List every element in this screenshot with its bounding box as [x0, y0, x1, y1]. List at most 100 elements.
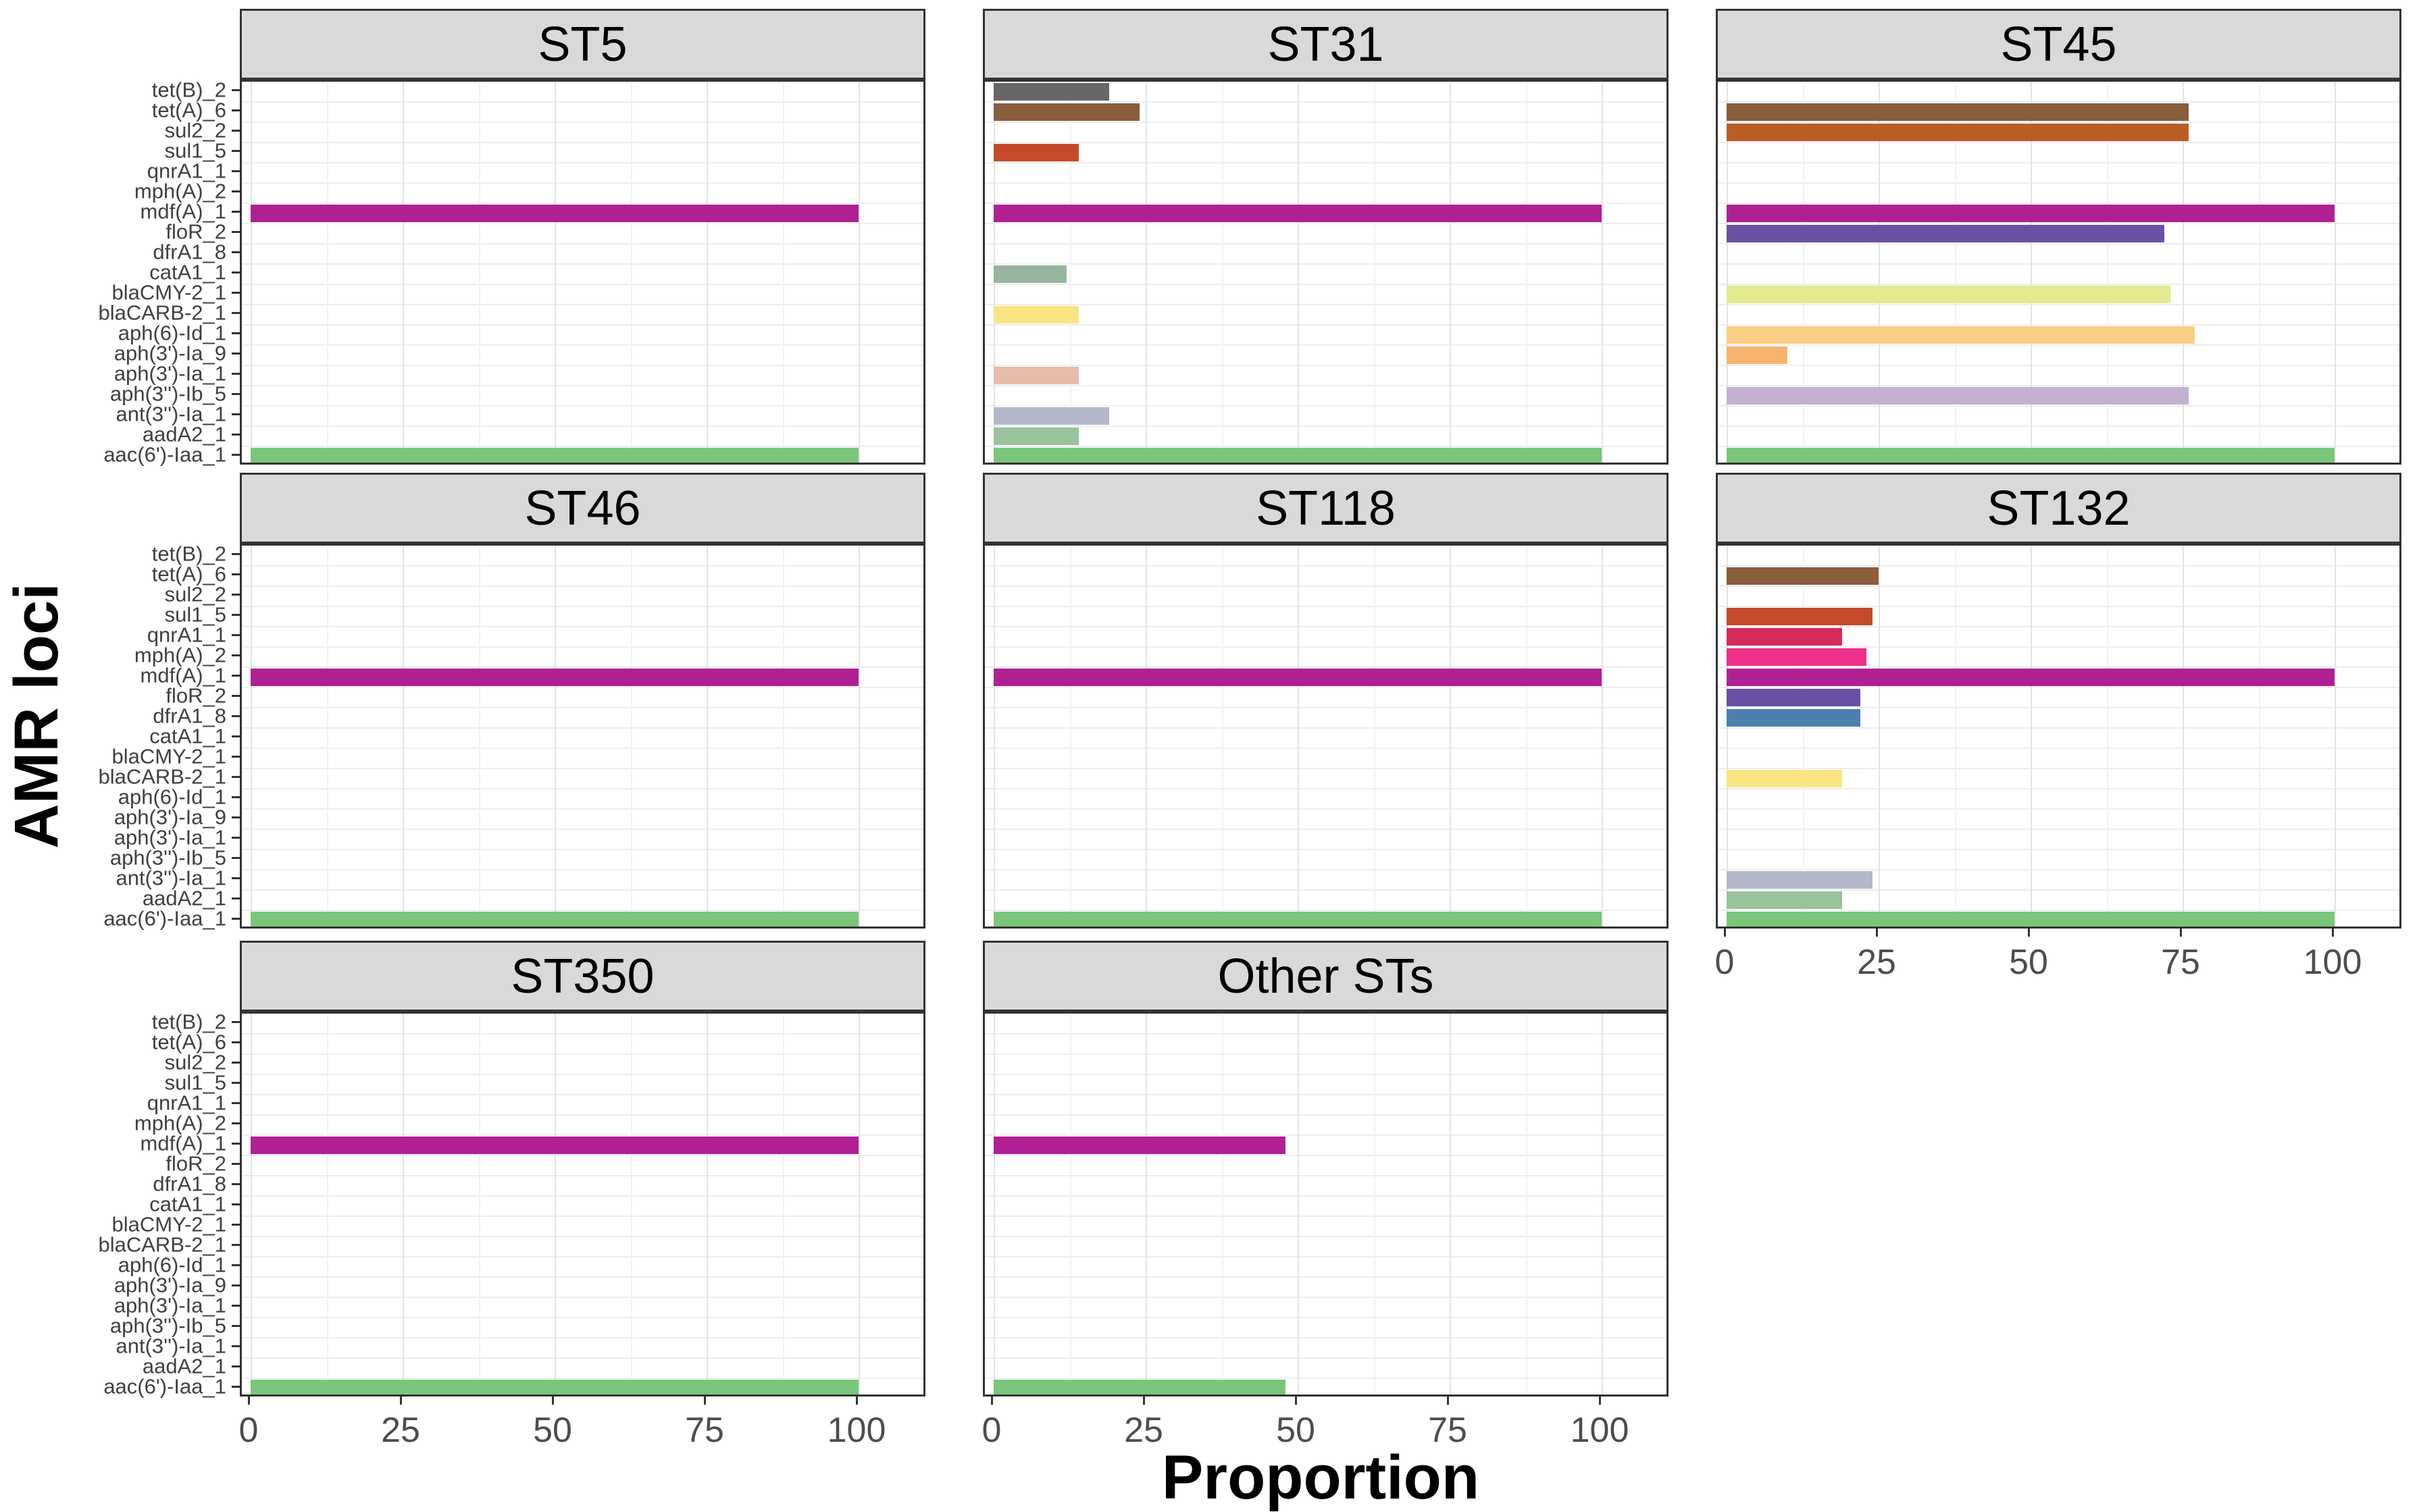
y-axis-tick: [232, 1163, 240, 1165]
gridline-horizontal: [242, 1175, 923, 1176]
y-axis-tick: [232, 614, 240, 616]
gridline-horizontal: [985, 101, 1666, 103]
facet-strip-title: ST45: [1716, 9, 2401, 80]
y-tick-label: tet(A)_6: [151, 1030, 226, 1054]
y-axis-tick: [232, 1264, 240, 1266]
gridline-horizontal: [1718, 425, 2399, 427]
y-tick-label: aph(3')-Ia_9: [113, 805, 226, 829]
gridline-horizontal: [242, 223, 923, 224]
gridline-horizontal: [242, 1195, 923, 1197]
gridline-major: [2031, 546, 2032, 927]
facet-ST350: ST350: [240, 941, 925, 1397]
x-tick-label: 75: [1428, 1411, 1467, 1450]
gridline-major: [859, 1014, 860, 1394]
x-axis-tick: [991, 1397, 993, 1405]
x-tick-label: 50: [2009, 943, 2048, 982]
gridline-major: [555, 1014, 556, 1394]
y-tick-label: sul2_2: [164, 118, 226, 142]
gridline-horizontal: [242, 646, 923, 648]
bar-mdf(A)_1: [1727, 669, 2335, 686]
y-tick-label: sul2_2: [164, 582, 226, 606]
gridline-horizontal: [985, 768, 1666, 769]
gridline-horizontal: [242, 727, 923, 729]
bar-aac(6')-Iaa_1: [251, 912, 859, 927]
gridline-horizontal: [985, 687, 1666, 688]
gridline-horizontal: [1718, 243, 2399, 244]
x-axis-tick: [1143, 1397, 1145, 1405]
y-tick-label: dfrA1_8: [153, 240, 226, 264]
gridline-major: [1727, 546, 1728, 927]
y-axis-tick: [232, 150, 240, 152]
gridline-horizontal: [1718, 101, 2399, 103]
gridline-major: [1146, 1014, 1147, 1394]
gridline-horizontal: [242, 687, 923, 688]
gridline-horizontal: [242, 1357, 923, 1359]
y-tick-label: ant(3'')-Ia_1: [116, 402, 226, 426]
y-axis-tick: [232, 170, 240, 172]
gridline-minor: [1954, 82, 1956, 463]
gridline-horizontal: [242, 869, 923, 870]
y-axis-tick: [232, 434, 240, 436]
bar-mdf(A)_1: [994, 669, 1602, 686]
gridline-horizontal: [242, 405, 923, 407]
gridline-horizontal: [985, 263, 1666, 265]
gridline-horizontal: [985, 1155, 1666, 1156]
y-tick-label: floR_2: [165, 683, 226, 708]
y-tick-label: aph(6)-Id_1: [118, 321, 226, 345]
gridline-horizontal: [1718, 849, 2399, 850]
y-axis-tick: [232, 837, 240, 839]
x-axis-tick: [2180, 929, 2182, 937]
gridline-horizontal: [985, 869, 1666, 870]
gridline-horizontal: [242, 585, 923, 587]
bar-aadA2_1: [1727, 891, 1842, 909]
gridline-horizontal: [1718, 203, 2399, 204]
gridline-horizontal: [1718, 585, 2399, 587]
gridline-horizontal: [985, 788, 1666, 789]
facet-panel: [1716, 544, 2401, 929]
gridline-horizontal: [1718, 889, 2399, 891]
bar-aac(6')-Iaa_1: [1727, 448, 2335, 463]
gridline-horizontal: [1718, 385, 2399, 386]
gridline-major: [1727, 82, 1728, 463]
gridline-horizontal: [242, 142, 923, 143]
y-axis-tick: [232, 1345, 240, 1347]
gridline-horizontal: [242, 808, 923, 810]
gridline-horizontal: [242, 1053, 923, 1055]
gridline-horizontal: [985, 203, 1666, 204]
y-axis-tick: [232, 735, 240, 737]
gridline-minor: [1069, 82, 1071, 463]
y-tick-label: tet(B)_2: [151, 542, 226, 566]
y-tick-label: qnrA1_1: [147, 1091, 226, 1115]
y-axis-tick: [232, 251, 240, 253]
gridline-horizontal: [985, 1337, 1666, 1338]
bar-mdf(A)_1: [251, 669, 859, 686]
facet-strip-title: ST46: [240, 473, 925, 544]
gridline-minor: [1954, 546, 1956, 927]
bar-mdf(A)_1: [994, 1137, 1285, 1154]
gridline-horizontal: [1718, 565, 2399, 567]
gridline-minor: [630, 1014, 632, 1394]
gridline-horizontal: [242, 385, 923, 386]
bar-mdf(A)_1: [251, 205, 859, 222]
gridline-minor: [2106, 82, 2108, 463]
bar-sul2_2: [1727, 124, 2189, 141]
bar-aac(6')-Iaa_1: [251, 448, 859, 463]
gridline-horizontal: [1718, 727, 2399, 729]
y-axis-tick: [232, 190, 240, 192]
y-axis-tick: [232, 1062, 240, 1064]
y-tick-label: tet(B)_2: [151, 78, 226, 102]
gridline-horizontal: [985, 1357, 1666, 1359]
y-axis-tick: [232, 1203, 240, 1205]
y-axis-tick: [232, 413, 240, 415]
y-axis-tick: [232, 573, 240, 575]
facet-ST46: ST46: [240, 473, 925, 929]
gridline-horizontal: [985, 385, 1666, 386]
gridline-horizontal: [242, 182, 923, 184]
y-tick-label: aph(3')-Ia_1: [113, 825, 226, 850]
y-axis-tick: [232, 1224, 240, 1226]
y-tick-label: floR_2: [165, 1151, 226, 1176]
gridline-major: [2335, 82, 2336, 463]
gridline-horizontal: [985, 1053, 1666, 1055]
gridline-horizontal: [985, 425, 1666, 427]
gridline-horizontal: [985, 1094, 1666, 1095]
